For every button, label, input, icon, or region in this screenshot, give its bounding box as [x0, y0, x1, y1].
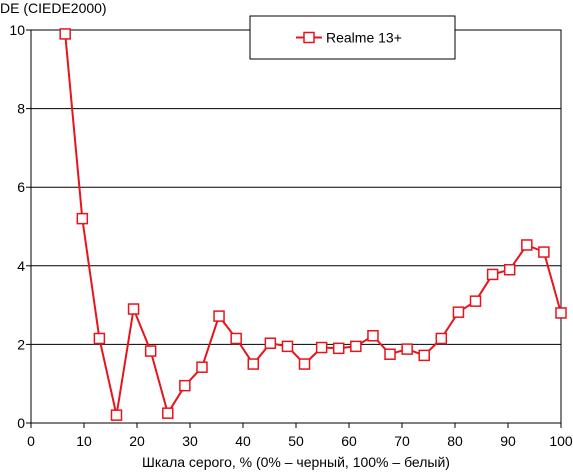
x-tick-label-30: 30: [182, 433, 198, 449]
x-tick-label-20: 20: [129, 433, 145, 449]
y-tick-label-4: 4: [17, 258, 25, 274]
legend-marker-realme: [303, 31, 315, 44]
gridlines: [31, 108, 561, 345]
y-tick-label-2: 2: [17, 336, 25, 352]
data-point-15: [315, 341, 328, 354]
y-tick-label-6: 6: [17, 179, 25, 195]
data-point-24: [469, 295, 482, 307]
data-point-17: [350, 340, 362, 353]
x-tick-label-50: 50: [288, 433, 304, 449]
x-tick-label-90: 90: [500, 433, 516, 449]
data-point-28: [538, 246, 550, 258]
series-layer: [59, 28, 567, 421]
data-point-27: [521, 239, 533, 251]
x-tick-label-40: 40: [235, 433, 251, 449]
y-axis-label: DE (CIEDE2000): [0, 0, 107, 16]
data-point-23: [452, 306, 465, 318]
data-point-14: [298, 358, 311, 370]
x-axis-ticks: 0 10 20 30 40 50 60 70 80 90 100: [27, 423, 573, 449]
legend: Realme 13+: [249, 15, 456, 60]
x-tick-label-10: 10: [76, 433, 92, 449]
x-tick-label-100: 100: [549, 433, 573, 449]
data-point-29: [555, 307, 567, 319]
x-tick-label-0: 0: [27, 433, 35, 449]
data-point-6: [162, 407, 174, 419]
data-point-10: [230, 332, 242, 345]
data-point-1: [76, 212, 89, 225]
data-point-3: [110, 409, 123, 421]
x-tick-label-80: 80: [447, 433, 463, 449]
data-point-21: [418, 349, 430, 362]
y-tick-label-0: 0: [17, 415, 25, 431]
y-tick-label-8: 8: [17, 101, 25, 117]
data-point-2: [93, 332, 106, 345]
x-tick-label-60: 60: [341, 433, 357, 449]
data-point-22: [435, 332, 448, 345]
data-point-8: [196, 361, 208, 373]
legend-box: [249, 15, 456, 60]
data-point-19: [384, 348, 396, 360]
data-point-18: [367, 330, 379, 342]
plot-area: [30, 29, 562, 424]
data-point-11: [247, 358, 260, 370]
data-point-7: [179, 379, 191, 392]
data-point-9: [213, 310, 225, 322]
data-point-20: [401, 343, 413, 355]
legend-label-realme: Realme 13+: [326, 30, 402, 46]
data-point-12: [264, 337, 277, 349]
x-axis-label: Шкала серого, % (0% – черный, 100% – бел…: [142, 454, 450, 470]
data-point-0: [59, 28, 71, 40]
y-axis-ticks: 0 2 4 6 8 10: [9, 22, 31, 431]
data-point-5: [144, 345, 157, 357]
data-point-4: [127, 303, 140, 315]
data-point-25: [486, 268, 499, 281]
data-point-16: [332, 342, 345, 355]
data-point-13: [281, 340, 294, 353]
x-tick-label-70: 70: [394, 433, 410, 449]
data-point-26: [503, 263, 516, 276]
y-tick-label-10: 10: [9, 22, 25, 38]
